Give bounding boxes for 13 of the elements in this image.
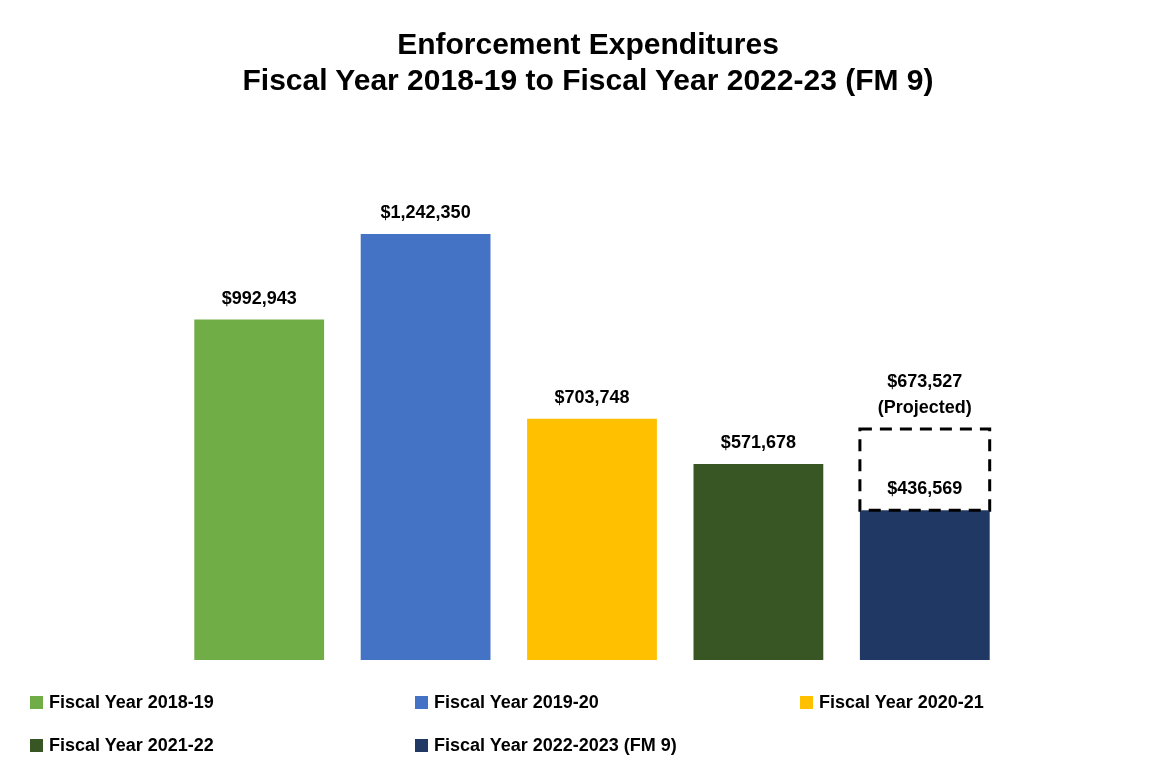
legend-label: Fiscal Year 2020-21: [819, 692, 984, 713]
legend-label: Fiscal Year 2022-2023 (FM 9): [434, 735, 677, 756]
chart-title: Enforcement Expenditures: [397, 27, 779, 61]
chart-subtitle: Fiscal Year 2018-19 to Fiscal Year 2022-23 (FM 9): [242, 63, 934, 97]
data-label: $992,943: [221, 287, 297, 308]
legend-label: Fiscal Year 2018-19: [49, 692, 214, 713]
data-label: $703,748: [554, 386, 630, 407]
data-label: $571,678: [720, 431, 796, 452]
legend-label: Fiscal Year 2019-20: [434, 692, 599, 713]
data-label: $436,569: [887, 478, 963, 499]
legend-label: Fiscal Year 2021-22: [49, 735, 214, 756]
annotation: $673,527 (Projected): [877, 371, 972, 418]
data-label: $1,242,350: [380, 202, 471, 223]
